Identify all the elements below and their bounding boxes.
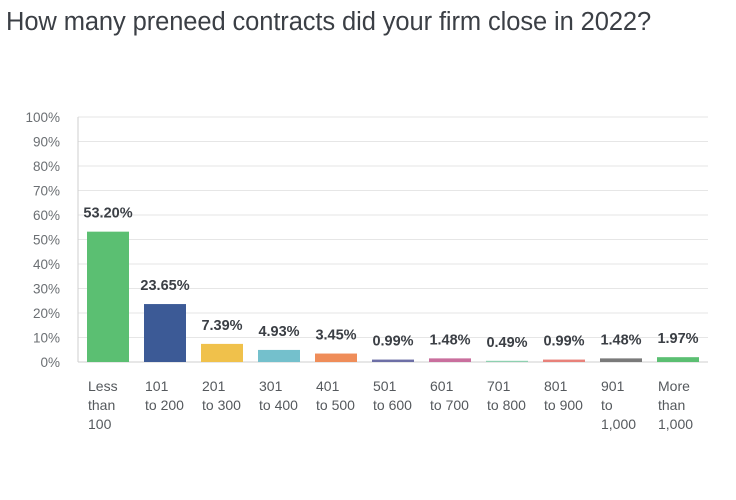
bar bbox=[486, 360, 528, 362]
bar bbox=[201, 343, 243, 362]
data-label: 0.99% bbox=[372, 334, 413, 350]
y-tick-label: 100% bbox=[25, 110, 60, 125]
bar bbox=[87, 231, 129, 362]
bar bbox=[600, 358, 642, 362]
y-tick-label: 0% bbox=[40, 355, 60, 370]
data-label: 4.93% bbox=[258, 324, 299, 340]
x-tick-label: 101 to 200 bbox=[145, 378, 184, 413]
x-tick-label: More than 1,000 bbox=[658, 378, 693, 432]
data-label: 3.45% bbox=[315, 328, 356, 344]
bar bbox=[258, 349, 300, 362]
y-tick-label: 50% bbox=[33, 233, 60, 248]
y-axis-ticks: 0% 10% 20% 30% 40% 50% 60% 70% 80% 90% 100% bbox=[25, 110, 60, 370]
y-tick-label: 90% bbox=[33, 135, 60, 150]
data-label: 23.65% bbox=[140, 278, 189, 294]
data-label: 53.20% bbox=[83, 206, 132, 222]
gridlines bbox=[77, 116, 708, 363]
y-tick-label: 10% bbox=[33, 331, 60, 346]
bar bbox=[657, 357, 699, 362]
data-label: 1.97% bbox=[657, 331, 698, 347]
x-axis-ticks: Less than 100 101 to 200 201 to 300 301 to 400 40… bbox=[88, 378, 693, 432]
x-tick-label: 801 to 900 bbox=[544, 378, 583, 413]
x-tick-label: 901 to 1,000 bbox=[601, 378, 636, 432]
data-label: 0.99% bbox=[543, 334, 584, 350]
bar bbox=[543, 359, 585, 362]
x-tick-label: 201 to 300 bbox=[202, 378, 241, 413]
y-tick-label: 60% bbox=[33, 208, 60, 223]
y-tick-label: 20% bbox=[33, 306, 60, 321]
x-tick-label: Less than 100 bbox=[88, 378, 118, 432]
bars bbox=[87, 231, 699, 362]
bar bbox=[372, 359, 414, 362]
bar bbox=[144, 304, 186, 362]
y-tick-label: 40% bbox=[33, 257, 60, 272]
data-label: 0.49% bbox=[486, 335, 527, 351]
y-tick-label: 30% bbox=[33, 282, 60, 297]
chart-title: How many preneed contracts did your firm… bbox=[6, 8, 652, 36]
data-label: 7.39% bbox=[201, 318, 242, 334]
data-labels: 53.20% 23.65% 7.39% 4.93% 3.45% 0.99% 1.48% 0.4… bbox=[83, 206, 698, 351]
data-label: 1.48% bbox=[429, 332, 470, 348]
bar bbox=[429, 358, 471, 362]
y-tick-label: 70% bbox=[33, 184, 60, 199]
x-tick-label: 701 to 800 bbox=[487, 378, 526, 413]
x-tick-label: 601 to 700 bbox=[430, 378, 469, 413]
data-label: 1.48% bbox=[600, 332, 641, 348]
y-tick-label: 80% bbox=[33, 159, 60, 174]
x-tick-label: 401 to 500 bbox=[316, 378, 355, 413]
bar bbox=[315, 353, 357, 362]
x-tick-label: 301 to 400 bbox=[259, 378, 298, 413]
x-tick-label: 501 to 600 bbox=[373, 378, 412, 413]
